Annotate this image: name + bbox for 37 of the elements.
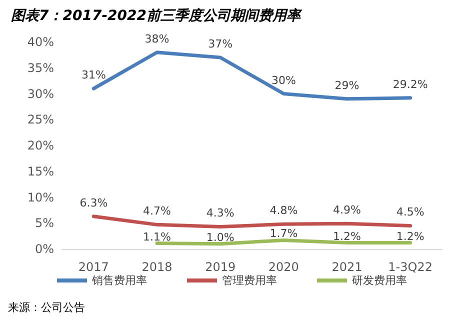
- data-label: 4.8%: [270, 204, 298, 218]
- data-label: 29.2%: [392, 78, 428, 91]
- x-tick-label: 2019: [205, 260, 236, 274]
- data-label: 1.7%: [270, 227, 298, 240]
- data-label: 6.3%: [80, 196, 108, 210]
- x-tick-label: 2017: [78, 260, 109, 274]
- legend-label: 销售费用率: [91, 274, 147, 287]
- y-tick-label: 0%: [34, 242, 54, 256]
- data-label: 4.5%: [396, 206, 424, 219]
- data-label: 37%: [208, 38, 233, 51]
- y-tick-label: 20%: [27, 138, 54, 152]
- data-label: 29%: [334, 78, 360, 92]
- y-tick-label: 25%: [27, 112, 54, 127]
- y-tick-label: 10%: [27, 190, 54, 204]
- data-label: 38%: [144, 32, 170, 46]
- x-tick-label: 2018: [142, 260, 172, 274]
- legend-label: 研发费用率: [352, 274, 407, 287]
- data-label: 4.7%: [143, 204, 171, 218]
- y-tick-label: 15%: [27, 164, 54, 178]
- y-tick-label: 35%: [27, 60, 54, 75]
- source-note: 来源：公司公告: [8, 301, 85, 314]
- data-label: 1.2%: [396, 230, 424, 243]
- y-tick-label: 40%: [27, 35, 54, 49]
- y-tick-label: 30%: [27, 86, 54, 101]
- data-label: 1.0%: [206, 230, 234, 244]
- chart-title: 图表7：2017-2022前三季度公司期间费用率: [11, 7, 302, 24]
- y-tick-label: 5%: [34, 216, 54, 230]
- data-label: 4.3%: [206, 206, 234, 220]
- data-label: 30%: [271, 74, 296, 87]
- x-tick-label: 2020: [268, 260, 299, 274]
- x-tick-label: 1-3Q22: [388, 260, 432, 274]
- legend-label: 管理费用率: [222, 274, 277, 287]
- x-tick-label: 2021: [332, 260, 362, 274]
- data-label: 1.2%: [333, 230, 361, 243]
- data-label: 4.9%: [333, 204, 361, 217]
- data-label: 31%: [81, 68, 106, 82]
- data-label: 1.1%: [143, 230, 171, 244]
